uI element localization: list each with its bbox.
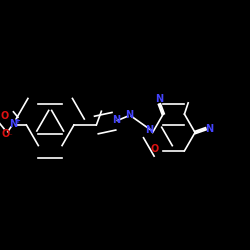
Text: N: N [145, 126, 153, 136]
Text: N: N [205, 124, 213, 134]
Text: ⁻: ⁻ [8, 134, 12, 140]
Text: N: N [112, 115, 120, 125]
Text: O: O [150, 144, 158, 154]
Text: N: N [126, 110, 134, 120]
Text: +: + [14, 118, 20, 124]
Text: N: N [156, 94, 164, 104]
Text: O: O [2, 129, 10, 139]
Text: N: N [9, 119, 17, 129]
Text: O: O [0, 110, 8, 120]
